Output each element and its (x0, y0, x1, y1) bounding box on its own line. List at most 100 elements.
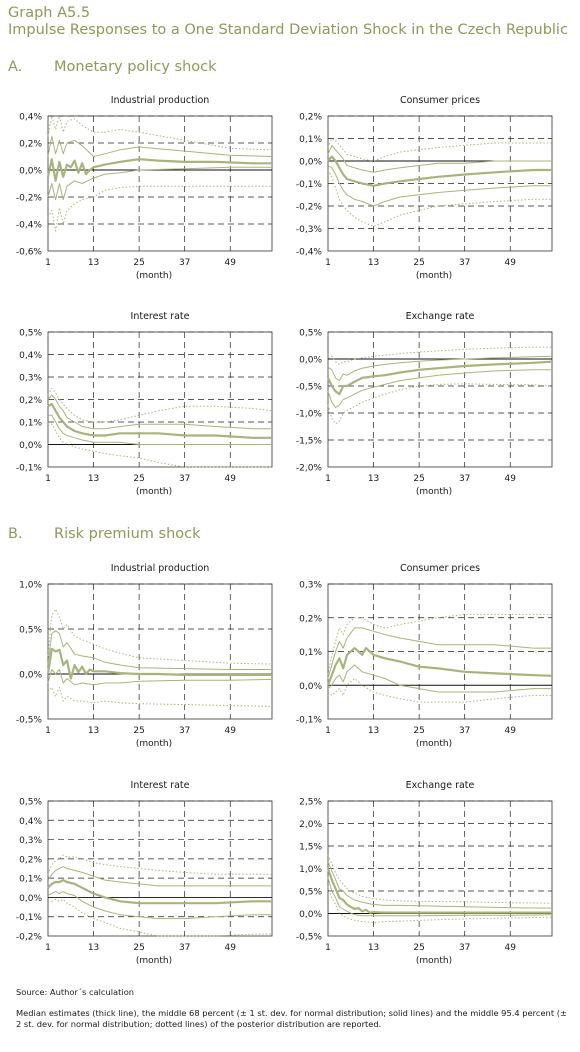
chart-title: Industrial production (111, 95, 210, 106)
chart-a-industrial-production: Industrial production 0,4% 0,2% 0,0% -0,2% -0… (0, 88, 290, 298)
x-tick-label: 13 (88, 726, 99, 736)
x-tick-label: 1 (45, 474, 51, 484)
chart-a-exchange-rate: Exchange rate 0,5% 0,0% -0,5% -1,0% -1,5% -2,0… (280, 304, 570, 514)
y-tick-label: 0,2% (19, 140, 42, 150)
series-median (327, 360, 553, 396)
x-tick-label: 37 (459, 943, 470, 953)
series-median (326, 868, 552, 914)
series-median (326, 646, 553, 686)
y-tick-label: 2,0% (299, 820, 322, 830)
y-tick-label: 0,0% (19, 894, 42, 904)
section-letter: A. (8, 59, 23, 75)
chart-title: Industrial production (111, 563, 210, 574)
x-tick-label: 1 (325, 726, 331, 736)
x-axis-label: (month) (416, 487, 452, 497)
x-tick-label: 13 (368, 474, 379, 484)
y-tick-label: 1,0% (19, 581, 42, 591)
x-tick-label: 37 (179, 258, 190, 268)
series-upper68 (327, 355, 553, 382)
chart-title: Exchange rate (406, 311, 475, 322)
x-tick-label: 1 (325, 258, 331, 268)
x-tick-label: 37 (459, 726, 470, 736)
x-tick-label: 49 (225, 726, 237, 736)
y-tick-label: 0,1% (299, 135, 322, 145)
y-tick-label: 0,4% (19, 113, 42, 123)
x-tick-label: 25 (413, 258, 424, 268)
y-tick-label: 0,5% (19, 626, 42, 636)
x-axis-label: (month) (416, 956, 452, 966)
series-median (46, 647, 272, 680)
plot-frame (47, 115, 273, 252)
y-tick-label: 0,1% (19, 419, 42, 429)
chart-b-consumer-prices: Consumer prices 0,3% 0,2% 0,1% 0,0% -0,1% 1 13 2… (280, 556, 570, 766)
y-tick-label: 0,0% (19, 167, 42, 177)
series-upper95 (327, 613, 552, 676)
x-tick-label: 49 (225, 943, 237, 953)
series-lower68 (48, 414, 272, 445)
y-tick-label: 0,2% (299, 614, 322, 624)
y-tick-label: -0,6% (16, 248, 43, 258)
y-tick-label: 0,0% (299, 158, 322, 168)
x-tick-label: 1 (45, 726, 51, 736)
x-tick-label: 25 (133, 726, 144, 736)
x-axis-label: (month) (136, 487, 172, 497)
series-upper95 (327, 138, 552, 162)
series-lower95 (327, 383, 553, 425)
y-tick-label: -0,2% (16, 194, 43, 204)
x-tick-label: 1 (325, 474, 331, 484)
series-upper68 (327, 627, 552, 679)
series-upper68 (327, 861, 553, 909)
chart-title: Exchange rate (406, 780, 475, 791)
plot-frame (47, 800, 273, 937)
plot-frame (327, 115, 553, 252)
y-tick-label: 0,3% (19, 836, 42, 846)
chart-title: Interest rate (131, 780, 190, 791)
y-tick-label: 0,4% (19, 351, 42, 361)
section-letter: B. (8, 526, 23, 542)
series-lower68 (327, 369, 552, 409)
series-lower68 (327, 165, 552, 207)
series-lower68 (327, 664, 552, 693)
x-tick-label: 1 (325, 943, 331, 953)
chart-title: Consumer prices (400, 95, 480, 106)
x-tick-label: 13 (368, 258, 379, 268)
x-tick-label: 25 (413, 474, 424, 484)
x-tick-label: 37 (459, 258, 470, 268)
y-tick-label: 1,0% (299, 865, 322, 875)
series-median (327, 155, 552, 187)
y-tick-label: 0,3% (19, 374, 42, 384)
series-upper68 (47, 135, 273, 157)
x-tick-label: 13 (368, 943, 379, 953)
y-tick-label: 0,2% (19, 396, 42, 406)
series-lower68 (47, 166, 272, 201)
chart-a-interest-rate: Interest rate 0,5% 0,4% 0,3% 0,2% 0,1% 0,0% -0,… (0, 304, 290, 514)
section-a-heading: A. Monetary policy shock (8, 59, 217, 75)
y-tick-label: 0,0% (299, 682, 322, 692)
y-tick-label: 0,0% (299, 356, 322, 366)
x-tick-label: 13 (88, 474, 99, 484)
footnote: Median estimates (thick line), the middl… (16, 1008, 567, 1029)
y-tick-label: -1,0% (296, 410, 323, 420)
graph-title: Impulse Responses to a One Standard Devi… (8, 22, 568, 38)
y-tick-label: -0,2% (16, 933, 43, 943)
y-tick-label: -0,4% (16, 221, 43, 231)
y-tick-label: -0,5% (296, 933, 323, 943)
y-tick-label: 0,3% (299, 581, 322, 591)
y-tick-label: -0,1% (296, 716, 323, 726)
y-tick-label: 0,1% (299, 648, 322, 658)
x-tick-label: 49 (505, 726, 517, 736)
x-tick-label: 49 (225, 474, 237, 484)
y-tick-label: -0,5% (296, 383, 323, 393)
y-tick-label: 0,0% (299, 910, 322, 920)
series-lower68 (327, 877, 553, 917)
x-tick-label: 25 (413, 943, 424, 953)
y-tick-label: -0,5% (16, 716, 43, 726)
y-tick-label: -0,3% (296, 225, 323, 235)
series-median (47, 402, 272, 439)
y-tick-label: 2,5% (299, 798, 322, 808)
chart-title: Consumer prices (400, 563, 480, 574)
series-upper68 (47, 866, 272, 887)
x-tick-label: 13 (88, 943, 99, 953)
chart-a-consumer-prices: Consumer prices 0,2% 0,1% 0,0% -0,1% -0,2% -0,… (280, 88, 570, 298)
y-tick-label: -2,0% (296, 464, 323, 474)
